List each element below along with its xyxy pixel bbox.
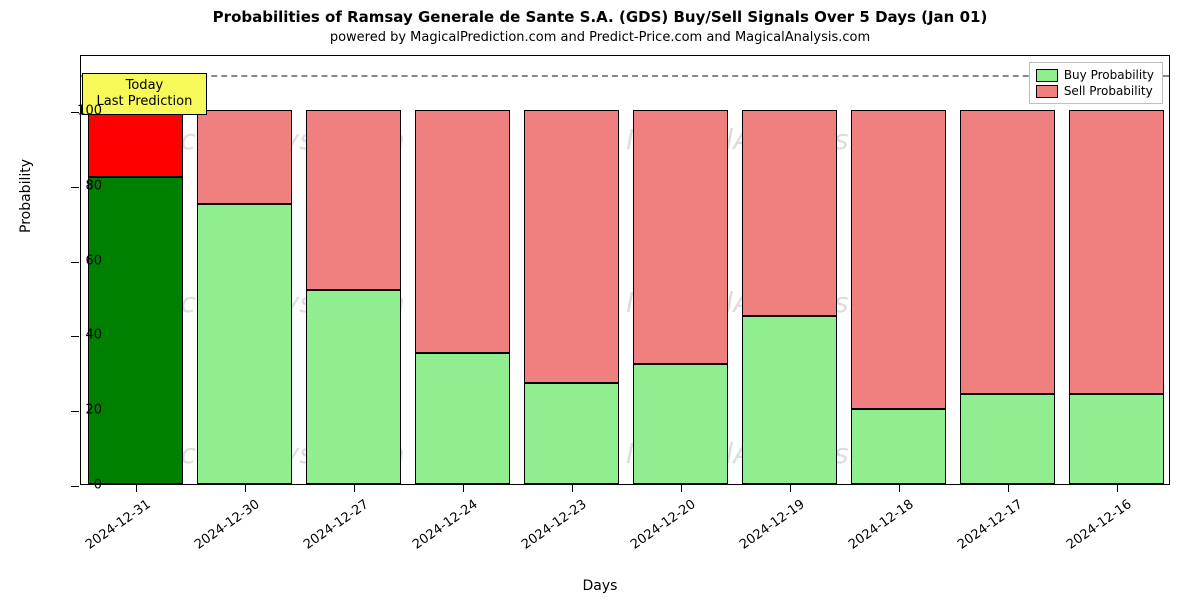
chart-subtitle: powered by MagicalPrediction.com and Pre… — [0, 30, 1200, 45]
legend-label: Sell Probability — [1064, 84, 1153, 98]
x-tick-label: 2024-12-27 — [297, 497, 371, 555]
legend-item: Buy Probability — [1036, 67, 1154, 83]
sell-bar — [197, 110, 293, 203]
sell-bar — [742, 110, 838, 316]
legend-label: Buy Probability — [1064, 68, 1154, 82]
legend-item: Sell Probability — [1036, 83, 1154, 99]
x-tick-label: 2024-12-23 — [515, 497, 589, 555]
x-tick-label: 2024-12-18 — [842, 497, 916, 555]
sell-bar — [1069, 110, 1165, 394]
buy-bar — [197, 204, 293, 484]
legend-swatch — [1036, 69, 1058, 82]
buy-bar — [1069, 394, 1165, 484]
x-tick-label: 2024-12-17 — [951, 497, 1025, 555]
sell-bar — [960, 110, 1056, 394]
y-axis-label: Probability — [18, 159, 34, 233]
bar-slot — [306, 54, 402, 484]
bar-slot — [742, 54, 838, 484]
x-tick-label: 2024-12-16 — [1060, 497, 1134, 555]
sell-bar — [524, 110, 620, 383]
sell-bar — [306, 110, 402, 289]
chart-title: Probabilities of Ramsay Generale de Sant… — [0, 8, 1200, 26]
bar-slot — [524, 54, 620, 484]
callout-line2: Last Prediction — [97, 94, 193, 110]
sell-bar — [415, 110, 511, 353]
y-tick-label: 60 — [62, 253, 102, 268]
x-axis-label: Days — [0, 578, 1200, 594]
x-tick-label: 2024-12-24 — [406, 497, 480, 555]
buy-bar — [524, 383, 620, 484]
bar-slot — [415, 54, 511, 484]
x-tick-label: 2024-12-31 — [79, 497, 153, 555]
x-tick — [1117, 484, 1118, 492]
x-tick — [354, 484, 355, 492]
legend: Buy Probability Sell Probability — [1029, 62, 1163, 104]
x-tick — [136, 484, 137, 492]
plot-area: MagicalAnalysis.comMagicalAnalysis.comMa… — [80, 55, 1170, 485]
sell-bar — [633, 110, 729, 364]
sell-bar — [851, 110, 947, 409]
bar-slot — [1069, 54, 1165, 484]
buy-bar — [742, 316, 838, 484]
x-tick — [572, 484, 573, 492]
x-tick — [899, 484, 900, 492]
x-tick-label: 2024-12-19 — [733, 497, 807, 555]
x-tick — [463, 484, 464, 492]
y-tick-label: 40 — [62, 328, 102, 343]
x-tick-label: 2024-12-20 — [624, 497, 698, 555]
figure: Probabilities of Ramsay Generale de Sant… — [0, 0, 1200, 600]
bar-slot — [851, 54, 947, 484]
x-tick — [1008, 484, 1009, 492]
bar-slot — [633, 54, 729, 484]
y-tick-label: 100 — [62, 104, 102, 119]
legend-swatch — [1036, 85, 1058, 98]
callout-line1: Today — [97, 78, 193, 94]
buy-bar — [960, 394, 1056, 484]
x-tick-label: 2024-12-30 — [188, 497, 262, 555]
y-tick-label: 80 — [62, 178, 102, 193]
y-tick-label: 0 — [62, 478, 102, 493]
buy-bar — [851, 409, 947, 484]
bar-slot — [197, 54, 293, 484]
x-tick — [790, 484, 791, 492]
y-tick-label: 20 — [62, 403, 102, 418]
buy-bar — [633, 364, 729, 484]
sell-bar — [88, 110, 184, 177]
x-tick — [681, 484, 682, 492]
bar-slot — [960, 54, 1056, 484]
buy-bar — [306, 290, 402, 484]
x-tick — [245, 484, 246, 492]
buy-bar — [415, 353, 511, 484]
